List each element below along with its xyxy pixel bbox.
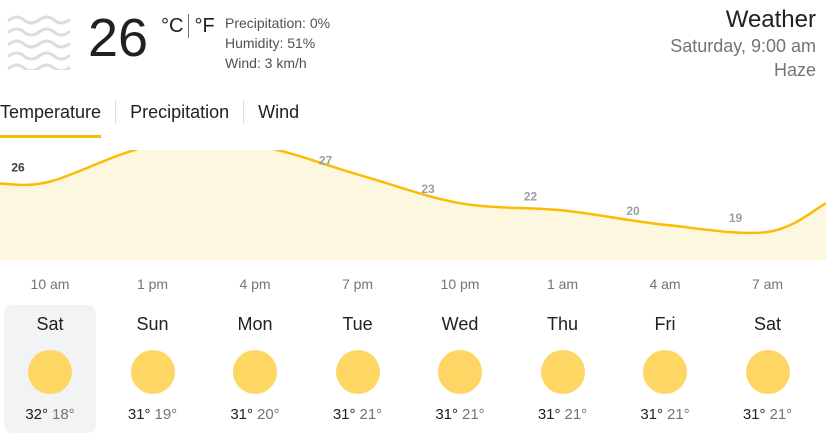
- forecast-day[interactable]: Thu 31° 21°: [517, 305, 609, 433]
- weather-datetime: Saturday, 9:00 am: [670, 36, 816, 56]
- high-temp: 31°: [435, 406, 458, 423]
- tab-divider: [243, 100, 245, 124]
- time-label: 7 pm: [341, 276, 374, 292]
- temperature-label: 22: [524, 189, 538, 203]
- day-temps: 31° 21°: [517, 406, 609, 423]
- day-name: Thu: [546, 314, 579, 334]
- tab-temperature[interactable]: Temperature: [0, 95, 102, 138]
- temperature-label: 19: [729, 211, 743, 225]
- temperature-label: 20: [626, 204, 640, 218]
- day-name: Sat: [36, 314, 64, 334]
- high-temp: 31°: [640, 406, 663, 423]
- time-label: 1 pm: [136, 276, 169, 292]
- temperature-area: [0, 150, 826, 260]
- current-temperature: 26: [88, 8, 149, 68]
- high-temp: 32°: [25, 406, 48, 423]
- current-details: Precipitation: 0% Humidity: 51% Wind: 3 …: [225, 13, 330, 73]
- day-temps: 31° 21°: [722, 406, 814, 423]
- forecast-day[interactable]: Sun 31° 19°: [107, 305, 199, 433]
- tab-wind[interactable]: Wind: [258, 102, 300, 122]
- day-name: Sun: [136, 314, 169, 334]
- time-axis: 10 am 1 pm 4 pm 7 pm 10 pm 1 am 4 am 7 am: [0, 276, 826, 294]
- forecast-day[interactable]: Sat 32° 18°: [4, 305, 96, 433]
- time-label: 10 pm: [440, 276, 480, 292]
- sun-icon: [540, 350, 585, 394]
- sun-icon: [233, 350, 277, 394]
- temperature-label: 23: [421, 182, 435, 196]
- temperature-line: [0, 150, 826, 235]
- high-temp: 31°: [332, 406, 356, 423]
- forecast-day[interactable]: Fri 31° 21°: [619, 305, 711, 433]
- low-temp: 21°: [359, 406, 383, 423]
- day-temps: 31° 20°: [209, 406, 301, 423]
- time-label: 4 pm: [239, 276, 271, 292]
- time-label: 1 am: [546, 276, 579, 292]
- low-temp: 21°: [564, 406, 588, 423]
- day-temps: 31° 21°: [619, 406, 711, 423]
- sun-icon: [335, 350, 380, 394]
- wind-text: Wind: 3 km/h: [225, 55, 307, 71]
- time-label: 7 am: [751, 276, 784, 292]
- day-name: Tue: [342, 314, 373, 334]
- sun-icon: [28, 350, 72, 394]
- sun-icon: [130, 350, 175, 394]
- unit-toggle: °C °F: [161, 14, 215, 38]
- daily-forecast: Sat 32° 18° Sun 31° 19° Mon 31° 20° Tue 31° 21° Wed 3…: [0, 305, 826, 435]
- forecast-day[interactable]: Sat 31° 21°: [722, 305, 814, 433]
- weather-title: Weather: [725, 6, 816, 33]
- unit-divider: [188, 14, 190, 38]
- day-temps: 31° 21°: [414, 406, 506, 423]
- day-name: Sat: [753, 314, 782, 334]
- temperature-label: 27: [319, 153, 333, 167]
- low-temp: 19°: [154, 406, 178, 423]
- unit-fahrenheit[interactable]: °F: [194, 14, 215, 37]
- weather-header: Weather Saturday, 9:00 am Haze: [670, 6, 816, 82]
- forecast-day[interactable]: Mon 31° 20°: [209, 305, 301, 433]
- high-temp: 31°: [127, 406, 151, 423]
- low-temp: 21°: [667, 406, 690, 423]
- tab-divider: [115, 100, 117, 124]
- day-name: Wed: [441, 314, 479, 334]
- chart-tabs: Temperature Precipitation Wind: [0, 95, 300, 138]
- low-temp: 21°: [462, 406, 485, 423]
- precipitation-text: Precipitation: 0%: [225, 15, 331, 31]
- high-temp: 31°: [537, 406, 561, 423]
- forecast-day[interactable]: Tue 31° 21°: [312, 305, 404, 433]
- unit-celsius[interactable]: °C: [161, 14, 184, 37]
- high-temp: 31°: [230, 406, 253, 423]
- temperature-label: 26: [11, 161, 25, 175]
- low-temp: 21°: [769, 406, 793, 423]
- weather-condition: Haze: [773, 60, 816, 80]
- time-label: 10 am: [30, 276, 70, 292]
- day-temps: 31° 19°: [107, 406, 199, 423]
- day-name: Mon: [237, 314, 273, 334]
- forecast-day[interactable]: Wed 31° 21°: [414, 305, 506, 433]
- day-temps: 32° 18°: [4, 406, 96, 423]
- temperature-chart: 2631312723222019: [0, 150, 826, 260]
- sun-icon: [438, 350, 482, 394]
- day-temps: 31° 21°: [312, 406, 404, 423]
- tab-precipitation[interactable]: Precipitation: [130, 102, 230, 122]
- day-name: Fri: [654, 314, 676, 334]
- low-temp: 18°: [52, 406, 75, 423]
- low-temp: 20°: [257, 406, 280, 423]
- humidity-text: Humidity: 51%: [225, 35, 316, 51]
- haze-icon: [7, 15, 71, 70]
- time-label: 4 am: [649, 276, 681, 292]
- sun-icon: [643, 350, 687, 394]
- sun-icon: [745, 350, 790, 394]
- high-temp: 31°: [742, 406, 766, 423]
